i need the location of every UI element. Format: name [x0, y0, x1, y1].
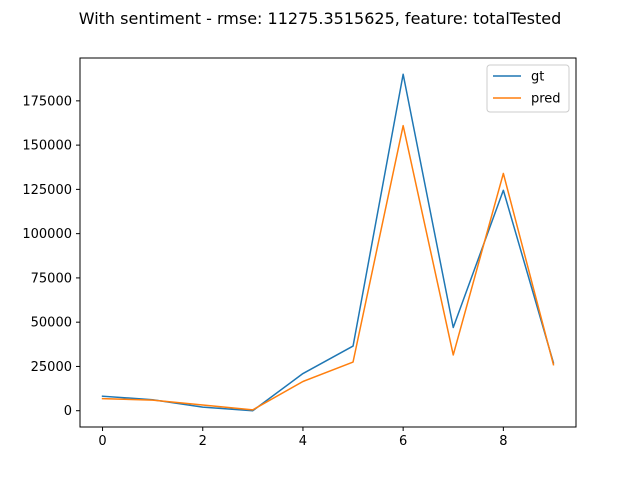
series-line-gt: [101, 73, 555, 412]
series-layer: [101, 73, 555, 412]
x-tick-label: 8: [499, 434, 507, 449]
legend-label-gt: gt: [531, 70, 544, 85]
y-tick-label: 125000: [22, 183, 72, 198]
x-axis: 0 2 4 6 8: [98, 427, 507, 449]
y-tick-label: 75000: [31, 271, 72, 286]
x-tick-label: 6: [399, 434, 407, 449]
y-tick-label: 0: [64, 404, 72, 419]
y-tick-label: 25000: [31, 360, 72, 375]
legend: gt pred: [486, 64, 570, 113]
y-axis: 0 25000 50000 75000 100000 125000 150000 175000: [22, 94, 80, 419]
chart-title: With sentiment - rmse: 11275.3515625, fe…: [79, 9, 562, 28]
legend-label-pred: pred: [531, 92, 561, 107]
plot-frame: [79, 57, 577, 428]
x-tick-label: 0: [98, 434, 106, 449]
y-tick-label: 175000: [22, 94, 72, 109]
y-tick-label: 100000: [22, 227, 72, 242]
y-tick-label: 150000: [22, 139, 72, 154]
x-tick-label: 2: [199, 434, 207, 449]
y-tick-label: 50000: [31, 316, 72, 331]
x-tick-label: 4: [299, 434, 307, 449]
series-line-pred: [101, 124, 555, 411]
